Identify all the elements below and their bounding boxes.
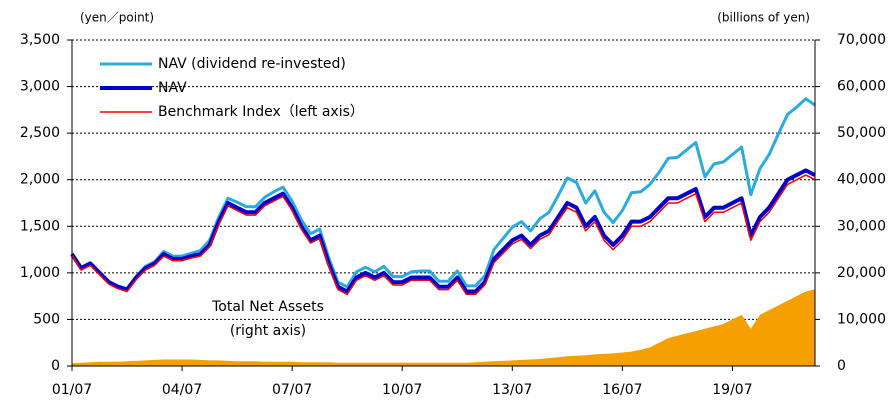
y-tick-label: 0 — [51, 358, 60, 374]
area-label: Total Net Assets — [211, 299, 324, 315]
y2-tick-label: 20,000 — [837, 265, 886, 281]
line — [70, 97, 816, 291]
x-tick-label: 07/07 — [272, 382, 312, 398]
x-tick-label: 04/07 — [162, 382, 202, 398]
x-tick-label: 10/07 — [382, 382, 422, 398]
x-tick-label: 13/07 — [492, 382, 532, 398]
y-tick-label: 2,500 — [20, 125, 60, 141]
legend-label: Benchmark Index（left axis） — [158, 104, 364, 120]
y2-axis-label: (billions of yen) — [717, 11, 810, 25]
y-axis-label: (yen／point) — [80, 11, 154, 25]
legend-label: NAV (dividend re-invested) — [158, 56, 346, 72]
y-tick-label: 3,500 — [20, 32, 60, 48]
line — [70, 168, 816, 294]
x-tick-label: 16/07 — [602, 382, 642, 398]
y-tick-label: 2,000 — [20, 172, 60, 188]
area — [72, 289, 815, 366]
y-tick-label: 1,500 — [20, 218, 60, 234]
y2-tick-label: 0 — [837, 358, 846, 374]
y-tick-label: 500 — [33, 311, 60, 327]
y2-tick-label: 10,000 — [837, 311, 886, 327]
y2-tick-label: 40,000 — [837, 172, 886, 188]
x-tick-label: 19/07 — [712, 382, 752, 398]
x-tick-label: 01/07 — [52, 382, 92, 398]
y2-tick-label: 60,000 — [837, 79, 886, 95]
y-tick-label: 3,000 — [20, 79, 60, 95]
y2-tick-label: 30,000 — [837, 218, 886, 234]
y2-tick-label: 50,000 — [837, 125, 886, 141]
line — [71, 174, 816, 296]
y-tick-label: 1,000 — [20, 265, 60, 281]
annotation: (right axis) — [230, 323, 306, 339]
legend-label: NAV — [158, 80, 187, 96]
y2-tick-label: 70,000 — [837, 32, 886, 48]
